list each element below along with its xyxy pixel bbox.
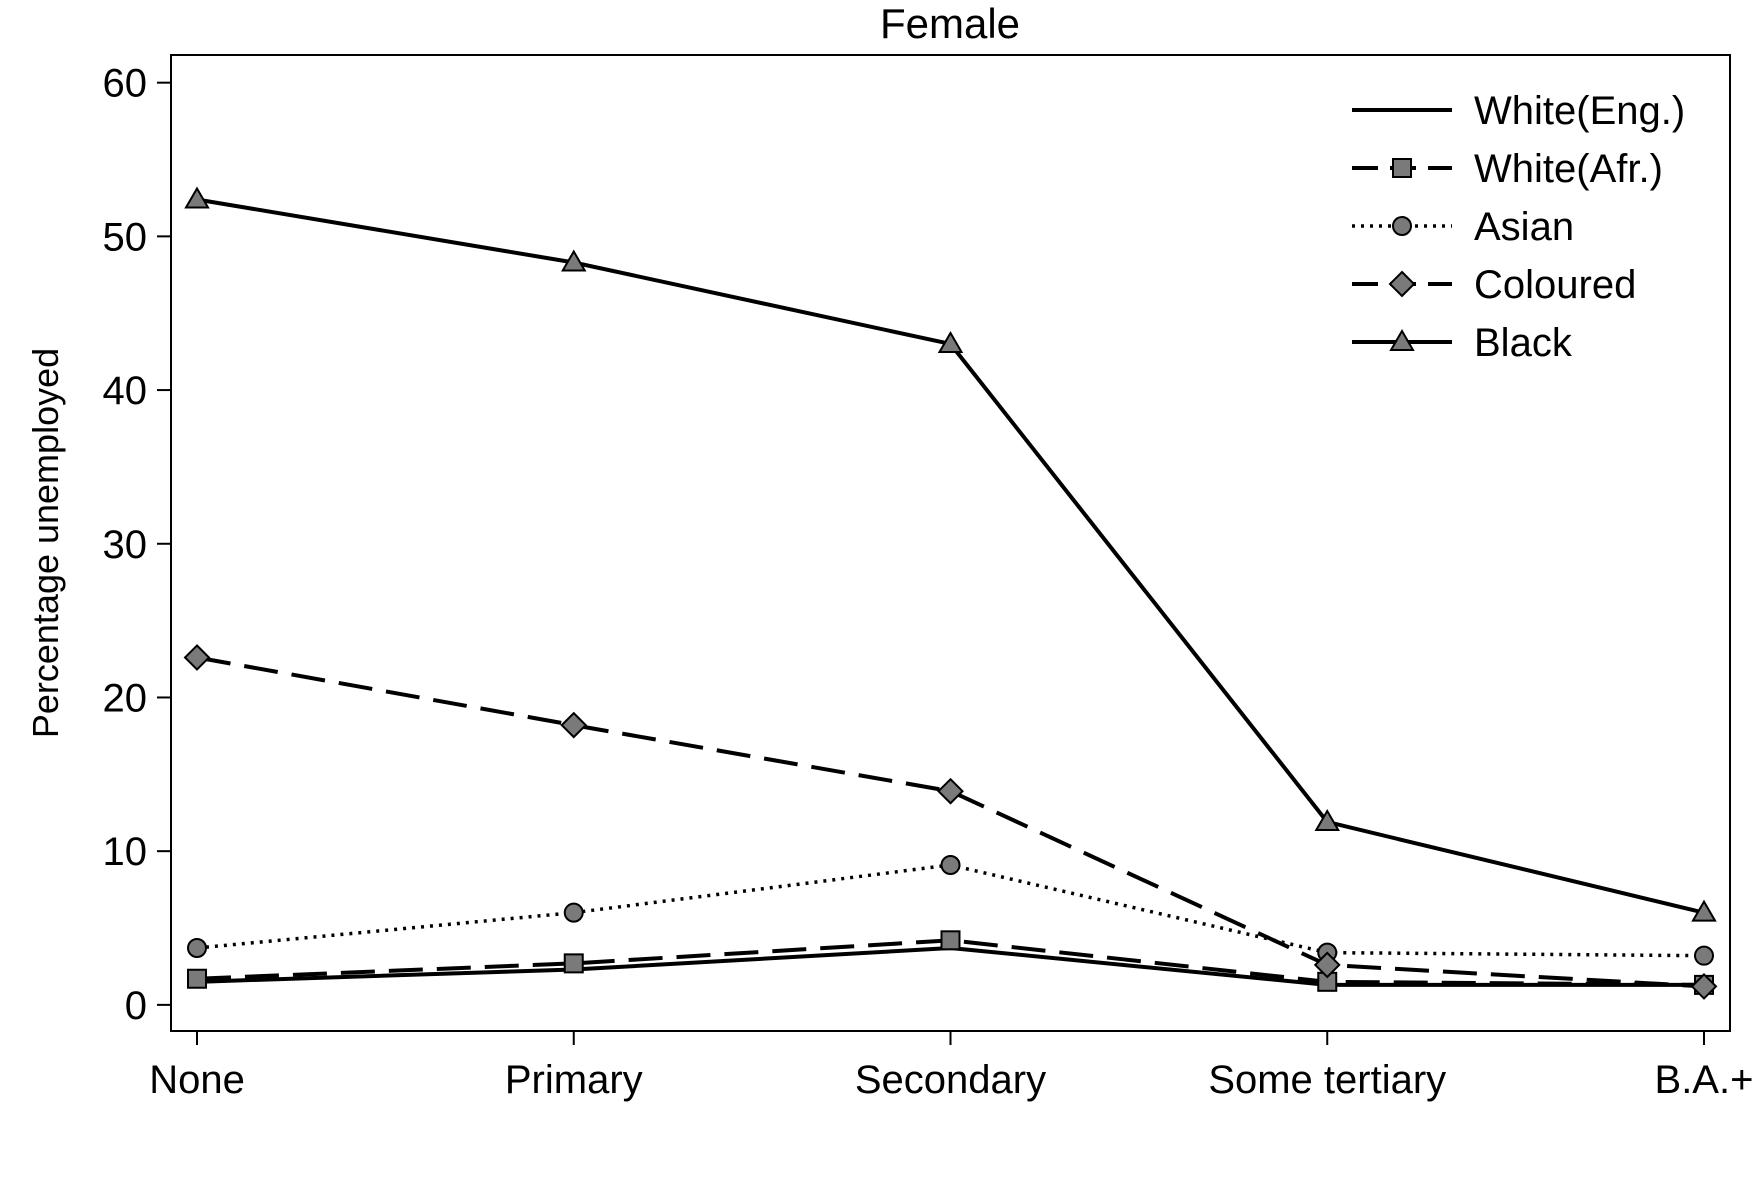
y-tick-label: 20 xyxy=(103,676,148,720)
y-tick-label: 0 xyxy=(125,984,147,1028)
series-line-white-eng xyxy=(196,946,1704,987)
x-tick-label-b-a: B.A.+ xyxy=(1655,1058,1752,1102)
data-point-asian xyxy=(187,938,207,959)
legend-marker xyxy=(1389,329,1415,351)
y-axis-title: Percentage unemployed xyxy=(25,348,66,738)
data-point-coloured xyxy=(937,777,964,805)
legend-item-black: Black xyxy=(1352,321,1573,365)
data-point-asian xyxy=(1694,945,1714,966)
data-point-black xyxy=(184,186,210,209)
legend-label: Coloured xyxy=(1474,263,1636,307)
legend: White(Eng.) White(Afr.) Asian Coloured Black xyxy=(1352,89,1685,365)
series-line-coloured xyxy=(196,655,1705,989)
x-tick-label-none: None xyxy=(149,1058,245,1102)
series-black xyxy=(184,186,1717,922)
legend-label: White(Afr.) xyxy=(1474,147,1663,191)
y-tick-label: 50 xyxy=(103,215,148,259)
legend-marker xyxy=(1392,158,1412,178)
x-tick-label-secondary: Secondary xyxy=(855,1058,1046,1102)
chart-title: Female xyxy=(880,0,1020,47)
plot-frame xyxy=(170,54,1731,1032)
legend-item-white-eng: White(Eng.) xyxy=(1352,89,1685,133)
legend-label: Black xyxy=(1474,321,1573,365)
series-line-white-afr xyxy=(196,938,1705,987)
legend-marker xyxy=(1388,270,1416,298)
y-tick-label: 10 xyxy=(103,830,148,874)
data-point-black xyxy=(1691,899,1717,922)
series-coloured xyxy=(183,644,1718,1000)
legend-label: Asian xyxy=(1474,205,1574,249)
legend-item-coloured: Coloured xyxy=(1352,263,1636,307)
y-tick-label: 60 xyxy=(103,62,148,106)
data-point-coloured xyxy=(1690,973,1718,1000)
data-point-asian xyxy=(940,855,961,876)
data-point-coloured xyxy=(1313,951,1341,979)
data-point-white-afr xyxy=(940,930,961,951)
data-point-white-afr xyxy=(563,953,584,974)
data-point-coloured xyxy=(560,711,588,739)
legend-item-white-afr: White(Afr.) xyxy=(1352,147,1663,191)
series-white-eng xyxy=(196,946,1704,987)
x-tick-label-some-tertiary: Some tertiary xyxy=(1208,1058,1446,1102)
data-point-white-afr xyxy=(187,968,207,989)
series-layer xyxy=(183,186,1718,1000)
legend-label: White(Eng.) xyxy=(1474,89,1685,133)
legend-marker xyxy=(1392,216,1412,236)
y-tick-label: 30 xyxy=(103,523,148,567)
x-tick-label-primary: Primary xyxy=(505,1058,643,1102)
y-tick-label: 40 xyxy=(103,369,148,413)
axes: 0 10 20 30 40 50 60 None Primary Secondary Some te… xyxy=(103,62,1752,1102)
data-point-black xyxy=(561,249,587,272)
legend-item-asian: Asian xyxy=(1352,205,1574,249)
data-point-coloured xyxy=(183,644,211,671)
data-point-black xyxy=(937,330,964,353)
data-point-asian xyxy=(563,902,584,923)
data-point-black xyxy=(1314,808,1340,831)
